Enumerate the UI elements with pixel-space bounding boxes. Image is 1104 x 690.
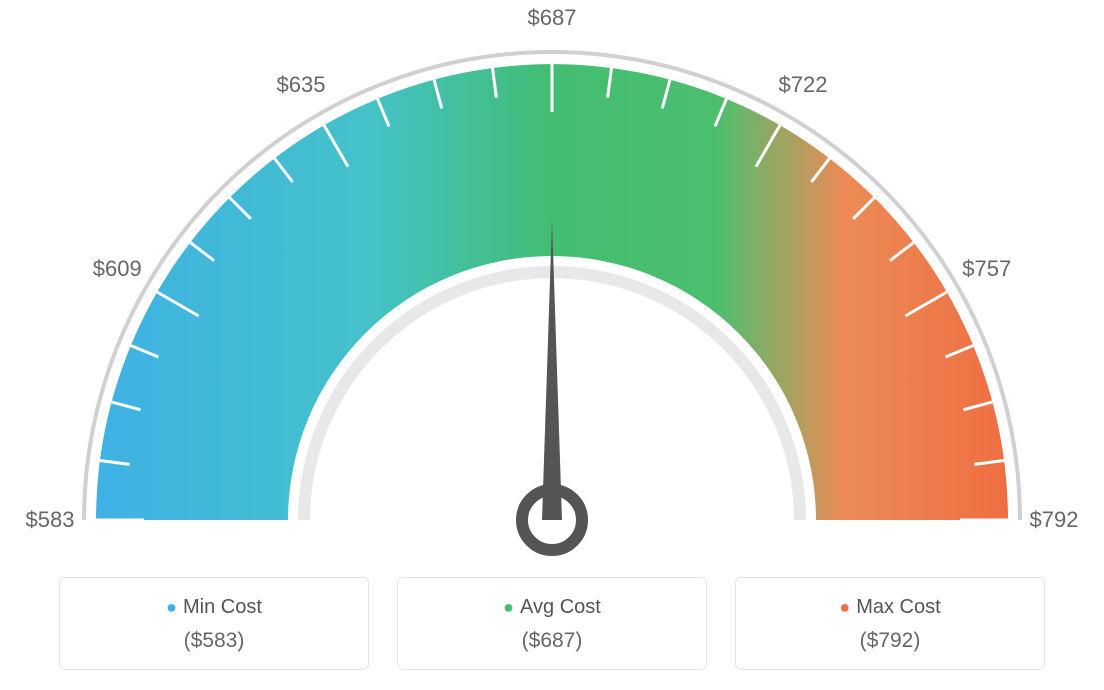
legend-label: Max Cost [856, 596, 940, 618]
legend-value-avg: ($687) [410, 629, 694, 653]
bullet-icon: ● [166, 597, 183, 617]
legend-card-min: ●Min Cost ($583) [59, 577, 369, 670]
bullet-icon: ● [839, 597, 856, 617]
gauge-chart: $583 $609 $635 $687 $722 $757 $792 [0, 0, 1104, 560]
gauge-tick-label: $722 [779, 72, 828, 98]
gauge-svg [0, 0, 1104, 560]
legend-title-min: ●Min Cost [72, 596, 356, 619]
legend-value-min: ($583) [72, 629, 356, 653]
legend-card-avg: ●Avg Cost ($687) [397, 577, 707, 670]
gauge-tick-label: $635 [277, 72, 326, 98]
legend-title-avg: ●Avg Cost [410, 596, 694, 619]
legend-title-max: ●Max Cost [748, 596, 1032, 619]
legend-label: Avg Cost [520, 596, 601, 618]
gauge-tick-label: $687 [528, 5, 577, 31]
legend-row: ●Min Cost ($583) ●Avg Cost ($687) ●Max C… [0, 577, 1104, 670]
legend-value-max: ($792) [748, 629, 1032, 653]
gauge-tick-label: $757 [962, 256, 1011, 282]
gauge-tick-label: $609 [93, 256, 142, 282]
gauge-tick-label: $792 [1030, 507, 1079, 533]
gauge-tick-label: $583 [26, 507, 75, 533]
legend-label: Min Cost [183, 596, 262, 618]
legend-card-max: ●Max Cost ($792) [735, 577, 1045, 670]
bullet-icon: ● [503, 597, 520, 617]
